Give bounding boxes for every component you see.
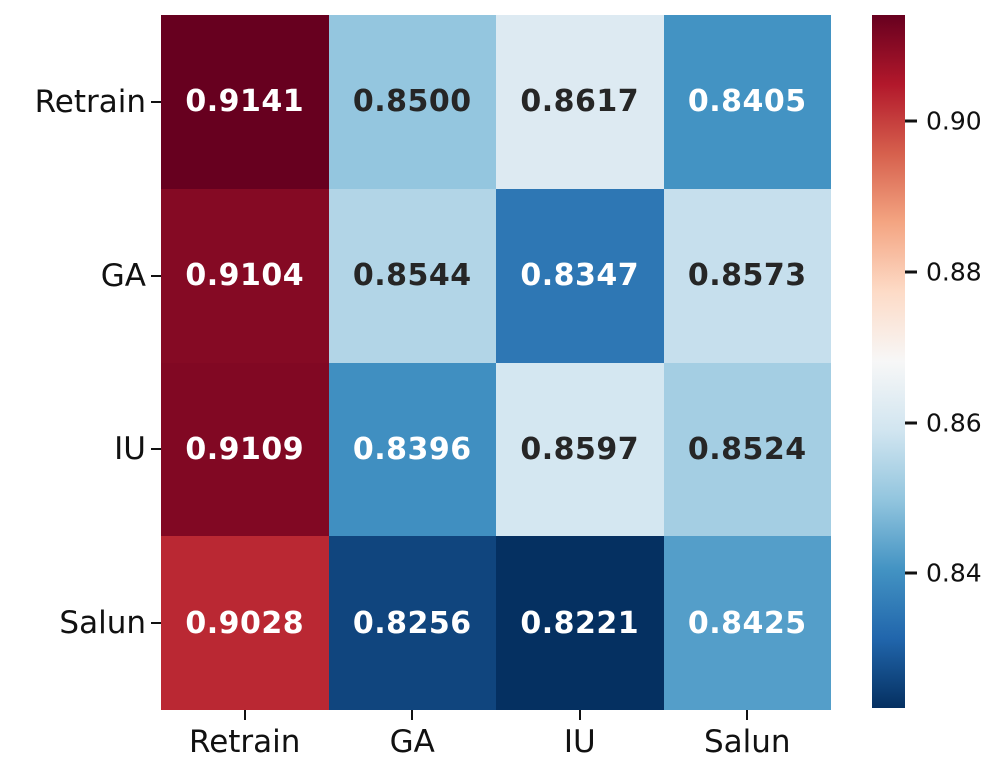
heatmap-cell: 0.9141 (161, 15, 329, 189)
heatmap-cell: 0.9104 (161, 188, 329, 363)
heatmap-cell: 0.8500 (328, 15, 496, 189)
x-tick-label: IU (563, 724, 596, 760)
heatmap-cell: 0.9028 (161, 536, 329, 710)
heatmap-cell: 0.8617 (496, 15, 664, 189)
colorbar-tick-mark (905, 571, 917, 575)
x-tick-mark (578, 710, 581, 720)
cell-value: 0.8425 (687, 605, 807, 641)
cell-value: 0.8347 (520, 258, 640, 294)
cell-value: 0.9109 (185, 431, 305, 467)
heatmap-cell: 0.8544 (328, 188, 496, 363)
cell-value: 0.8500 (352, 84, 472, 120)
cell-value: 0.8573 (687, 258, 807, 294)
y-tick-mark (151, 100, 161, 103)
x-tick-label: Retrain (189, 724, 301, 760)
heatmap-cell: 0.8221 (496, 536, 664, 710)
cell-value: 0.8617 (520, 84, 640, 120)
cell-value: 0.9141 (185, 84, 305, 120)
y-tick-mark (151, 622, 161, 625)
heatmap-cell: 0.8425 (663, 536, 831, 710)
colorbar-tick-mark (905, 270, 917, 274)
y-tick-mark (151, 448, 161, 451)
heatmap-cell: 0.8405 (663, 15, 831, 189)
y-tick-mark (151, 274, 161, 277)
colorbar-tick-label: 0.84 (926, 558, 982, 588)
heatmap-cell: 0.9109 (161, 362, 329, 537)
y-tick-label: IU (114, 431, 146, 468)
y-tick-label: Salun (59, 605, 146, 642)
cell-value: 0.8544 (352, 258, 472, 294)
colorbar (872, 15, 905, 708)
cell-value: 0.8524 (687, 431, 807, 467)
heatmap-cell: 0.8396 (328, 362, 496, 537)
colorbar-tick-mark (905, 119, 917, 123)
colorbar-tick-mark (905, 421, 917, 424)
x-tick-label: Salun (703, 724, 791, 760)
colorbar-tick-label: 0.86 (926, 408, 982, 437)
cell-value: 0.8396 (352, 431, 472, 467)
x-tick-label: GA (389, 724, 435, 760)
x-tick-mark (411, 710, 414, 720)
heatmap-cell: 0.8597 (496, 362, 664, 537)
y-tick-label: Retrain (34, 83, 146, 120)
x-tick-mark (243, 710, 246, 720)
heatmap-cell: 0.8524 (663, 362, 831, 537)
cell-value: 0.8405 (687, 84, 807, 120)
colorbar-tick-label: 0.88 (926, 257, 982, 287)
cell-value: 0.9028 (185, 605, 305, 641)
colorbar-gradient (872, 15, 905, 708)
cell-value: 0.8256 (352, 605, 472, 641)
heatmap-cell: 0.8347 (496, 188, 664, 363)
heatmap-cell: 0.8573 (663, 188, 831, 363)
cell-value: 0.8221 (520, 605, 640, 641)
x-tick-mark (746, 710, 749, 720)
cell-value: 0.8597 (520, 431, 640, 467)
colorbar-tick-label: 0.90 (926, 106, 982, 136)
heatmap-cell: 0.8256 (328, 536, 496, 710)
cell-value: 0.9104 (185, 258, 305, 294)
y-tick-label: GA (100, 257, 146, 294)
heatmap-grid: 0.9141 0.8500 0.8617 0.8405 0.9104 0.8544 0.83… (161, 15, 831, 710)
